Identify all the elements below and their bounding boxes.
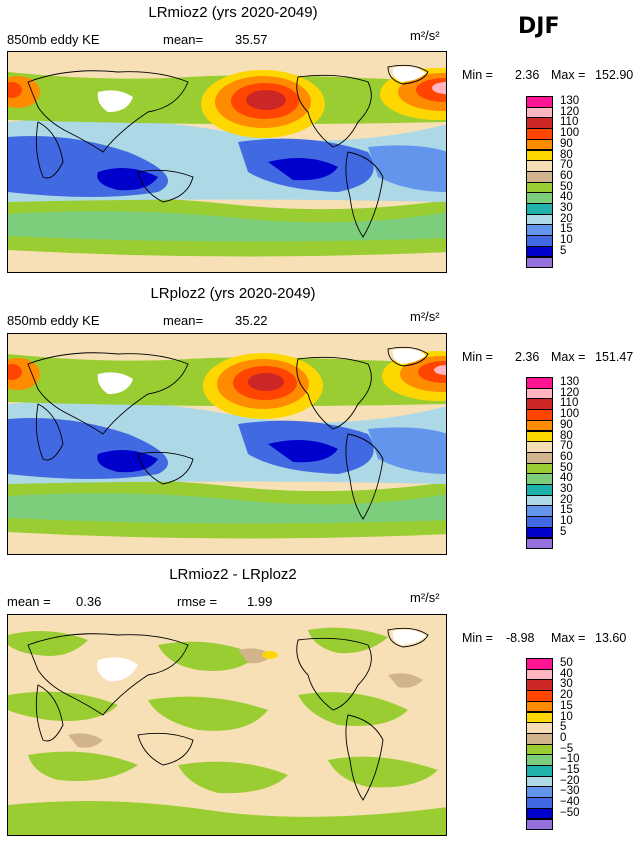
panel-3-mean-label: mean =	[7, 594, 51, 609]
panel-2-title: LRploz2 (yrs 2020-2049)	[150, 285, 316, 302]
panel-1-title: LRmioz2 (yrs 2020-2049)	[148, 4, 318, 21]
colorbar-tick-label: 120	[560, 105, 580, 118]
panel-1-map	[7, 51, 447, 273]
colorbar-tick-label: 70	[560, 159, 573, 172]
colorbar-tick-label: 10	[560, 515, 573, 528]
panel-2-variable-label: 850mb eddy KE	[7, 313, 100, 328]
colorbar-tick-label: 30	[560, 483, 573, 495]
panel-1-max-value: 152.90	[595, 68, 634, 82]
colorbar-tick-label: −20	[560, 774, 580, 787]
panel-3-max-value: 13.60	[595, 631, 627, 645]
panel-2-map	[7, 333, 447, 555]
colorbar-tick-label: 50	[560, 180, 573, 193]
panel-1-unit: m²/s²	[410, 28, 440, 43]
panel-2-max-label: Max =	[551, 350, 586, 364]
colorbar-tick-label: −30	[560, 785, 580, 798]
panel-3-mean-value: 0.36	[76, 594, 102, 609]
colorbar-tick-label: 20	[560, 212, 573, 225]
colorbar-tick-label: 30	[560, 678, 573, 691]
panel-2-min-value: 2.36	[515, 350, 540, 364]
colorbar-tick-label: −15	[560, 764, 580, 776]
colorbar-tick-label: 50	[560, 657, 573, 669]
colorbar-tick-label: −10	[560, 753, 580, 766]
colorbar-swatch	[526, 818, 553, 831]
panel-1-contour-field	[8, 52, 446, 272]
colorbar-tick-label: 40	[560, 191, 573, 204]
colorbar-tick-label: 10	[560, 234, 573, 247]
panel-1-min-label: Min =	[462, 68, 493, 82]
colorbar-tick-label: 20	[560, 493, 573, 506]
panel-3-max-label: Max =	[551, 631, 586, 645]
panel-3-title: LRmioz2 - LRploz2	[169, 566, 297, 583]
panel-2-max-value: 151.47	[595, 350, 634, 364]
colorbar-tick-label: 100	[560, 127, 580, 140]
colorbar-tick-label: 0	[560, 731, 567, 744]
colorbar-tick-label: 80	[560, 148, 573, 161]
colorbar-tick-label: 90	[560, 418, 573, 431]
colorbar-tick-label: 60	[560, 450, 573, 463]
panel-3-contour-field	[8, 615, 446, 835]
panel-2-contour-field	[8, 334, 446, 554]
colorbar-tick-label: 110	[560, 116, 579, 129]
panel-1-variable-label: 850mb eddy KE	[7, 32, 100, 47]
colorbar-tick-label: 60	[560, 169, 573, 182]
panel-1-min-value: 2.36	[515, 68, 540, 82]
colorbar-swatch	[526, 256, 553, 269]
colorbar-tick-label: 15	[560, 699, 573, 712]
colorbar-tick-label: 80	[560, 429, 573, 442]
colorbar-tick-label: 20	[560, 689, 573, 702]
colorbar-tick-label: 30	[560, 202, 573, 214]
panel-2-unit: m²/s²	[410, 309, 440, 324]
panel-3-min-value: -8.98	[506, 631, 535, 645]
colorbar-tick-label: 40	[560, 667, 573, 680]
colorbar-tick-label: −50	[560, 806, 580, 819]
colorbar-tick-label: 70	[560, 440, 573, 453]
panel-2-mean-value: 35.22	[235, 313, 268, 328]
colorbar-swatch	[526, 537, 553, 550]
colorbar-tick-label: 130	[560, 376, 580, 388]
panel-3-min-label: Min =	[462, 631, 493, 645]
colorbar-tick-label: −5	[560, 742, 574, 755]
colorbar-tick-label: 40	[560, 472, 573, 485]
colorbar-tick-label: 5	[560, 244, 567, 257]
panel-3-rmse-label: rmse =	[177, 594, 218, 609]
colorbar-tick-label: 130	[560, 95, 580, 107]
colorbar-tick-label: 5	[560, 525, 567, 538]
colorbar-tick-label: 100	[560, 408, 580, 421]
panel-2-min-label: Min =	[462, 350, 493, 364]
season-label: DJF	[518, 14, 560, 39]
colorbar-tick-label: 110	[560, 397, 579, 410]
panel-1-mean-value: 35.57	[235, 32, 268, 47]
colorbar-tick-label: −40	[560, 796, 580, 809]
colorbar-tick-label: 120	[560, 386, 580, 399]
colorbar-tick-label: 90	[560, 137, 573, 150]
panel-1-mean-label: mean=	[163, 32, 204, 47]
colorbar-tick-label: 15	[560, 223, 573, 236]
panel-1-max-label: Max =	[551, 68, 586, 82]
panel-3-rmse-value: 1.99	[247, 594, 273, 609]
colorbar-tick-label: 50	[560, 461, 573, 474]
colorbar-tick-label: 15	[560, 504, 573, 517]
panel-3-unit: m²/s²	[410, 590, 440, 605]
panel-2-mean-label: mean=	[163, 313, 204, 328]
colorbar-tick-label: 5	[560, 721, 567, 734]
panel-3-map	[7, 614, 447, 836]
colorbar-tick-label: 10	[560, 710, 573, 723]
